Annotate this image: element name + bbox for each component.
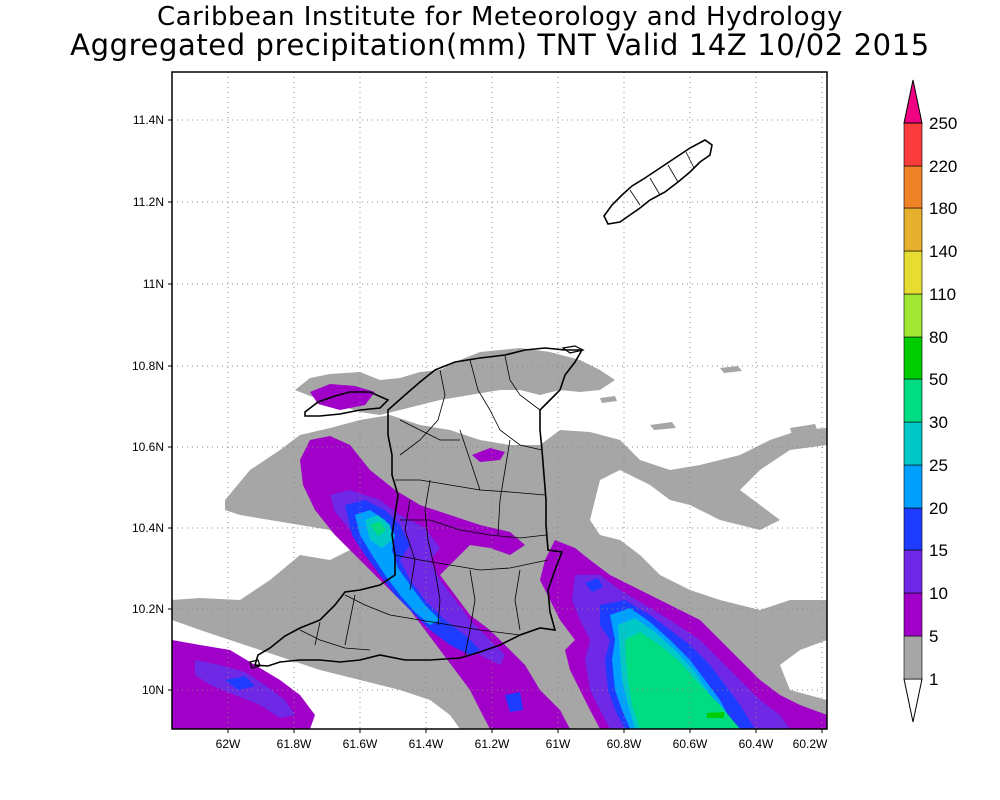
colorbar-box-15-20 <box>903 507 923 551</box>
lat-label-11-2n: 11.2N <box>133 195 164 209</box>
lon-label-61-8w: 61.8W <box>277 737 312 751</box>
title-line-1: Caribbean Institute for Meteorology and … <box>157 2 843 32</box>
lat-label-10-2n: 10.2N <box>132 602 164 616</box>
colorbar-label-20: 20 <box>929 499 948 518</box>
green-core-southeast <box>625 632 740 729</box>
tobago-parish-boundaries <box>629 151 695 206</box>
grey-speck-2 <box>650 422 676 430</box>
colorbar-box-25-30 <box>903 421 923 466</box>
purple-patch-central <box>472 448 505 462</box>
lon-label-61-2w: 61.2W <box>475 737 510 751</box>
colorbar-box-20-25 <box>903 464 923 509</box>
lon-label-61-4w: 61.4W <box>409 737 444 751</box>
islet-southwest <box>249 659 261 669</box>
lon-label-61-6w: 61.6W <box>343 737 378 751</box>
colorbar-label-5: 5 <box>929 627 938 646</box>
colorbar-label-15: 15 <box>929 541 948 560</box>
colorbar-label-250: 250 <box>929 114 957 133</box>
lon-label-60-8w: 60.8W <box>607 737 642 751</box>
green-spot-southeast <box>707 712 724 718</box>
colorbar-box-10-15 <box>903 549 923 594</box>
grey-speck-1 <box>720 366 742 373</box>
colorbar-box-80-110 <box>903 293 923 338</box>
lat-label-10-6n: 10.6N <box>132 440 164 454</box>
colorbar-box-140-180 <box>903 207 923 252</box>
colorbar-label-1: 1 <box>929 670 938 689</box>
tobago-island <box>603 139 713 225</box>
longitude-labels: 62W 61.8W 61.6W 61.4W 61.2W 61W 60.8W 60… <box>216 737 828 751</box>
lat-label-10n: 10N <box>142 683 164 697</box>
colorbar-min-arrow <box>903 678 923 723</box>
islet-north <box>561 345 585 354</box>
trinidad-coastline <box>253 347 584 667</box>
colorbar-label-30: 30 <box>929 413 948 432</box>
colorbar-label-140: 140 <box>929 242 957 261</box>
grey-speck-4 <box>790 424 818 435</box>
grey-speck-3 <box>600 396 617 403</box>
lon-label-61w: 61W <box>546 737 571 751</box>
colorbar-label-50: 50 <box>929 370 948 389</box>
lat-label-11-4n: 11.4N <box>133 113 164 127</box>
colorbar-label-25: 25 <box>929 456 948 475</box>
axis-tick-marks <box>168 119 823 733</box>
trinidad-island <box>253 347 584 667</box>
plot-frame <box>171 71 828 730</box>
map-gridlines <box>172 72 827 729</box>
colorbar-box-180-220 <box>903 165 923 209</box>
colorbar-label-10: 10 <box>929 584 948 603</box>
lon-label-60-2w: 60.2W <box>793 737 828 751</box>
lat-label-10-4n: 10.4N <box>132 521 164 535</box>
colorbar-box-30-50 <box>903 378 923 423</box>
colorbar: 1 5 10 15 20 25 30 50 80 110 140 180 220… <box>903 79 957 723</box>
colorbar-label-180: 180 <box>929 199 957 218</box>
colorbar-box-220-250 <box>903 122 923 167</box>
lat-label-10-8n: 10.8N <box>132 359 164 373</box>
lat-label-11n: 11N <box>143 277 164 291</box>
grey-region-northwest <box>295 348 615 415</box>
map-plot-area <box>172 72 827 729</box>
blue-spot-2 <box>225 676 255 690</box>
trinidad-northwest-peninsula <box>304 391 390 417</box>
lon-label-62w: 62W <box>216 737 241 751</box>
title-line-2: Aggregated precipitation(mm) TNT Valid 1… <box>70 28 930 62</box>
trinidad-county-boundaries <box>299 355 549 656</box>
colorbar-box-110-140 <box>903 250 923 295</box>
violet-band-southwest <box>195 660 295 718</box>
purple-patch-northwest <box>310 384 375 410</box>
blue-spot-1 <box>585 578 603 592</box>
colorbar-label-220: 220 <box>929 157 957 176</box>
colorbar-box-1-5 <box>903 635 923 680</box>
colorbar-label-110: 110 <box>929 285 956 304</box>
lon-label-60-4w: 60.4W <box>739 737 774 751</box>
lon-label-60-6w: 60.6W <box>673 737 708 751</box>
colorbar-max-arrow <box>903 79 923 124</box>
tobago-coastline <box>603 139 713 225</box>
colorbar-box-5-10 <box>903 592 923 637</box>
latitude-labels: 11.4N 11.2N 11N 10.8N 10.6N 10.4N 10.2N … <box>132 113 164 697</box>
blue-spot-3 <box>505 692 523 712</box>
colorbar-label-80: 80 <box>929 328 948 347</box>
colorbar-box-50-80 <box>903 336 923 380</box>
